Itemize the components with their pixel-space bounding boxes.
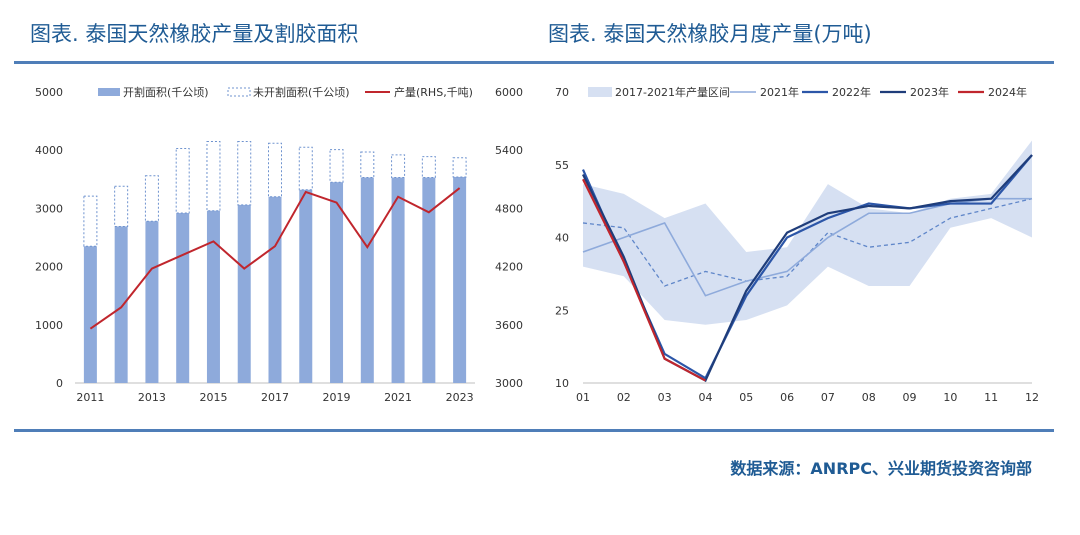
right-y-tick-label: 3000 bbox=[495, 377, 523, 390]
y-tick-label: 70 bbox=[555, 86, 569, 99]
x-tick-label: 2023 bbox=[446, 391, 474, 404]
left-y-tick-label: 0 bbox=[56, 377, 63, 390]
series-2024-line bbox=[582, 178, 706, 382]
series-2022-line bbox=[581, 154, 1033, 380]
legend-label-production: 产量(RHS,千吨) bbox=[394, 85, 473, 99]
left-y-tick-label: 1000 bbox=[35, 319, 63, 332]
top-divider bbox=[14, 61, 1054, 64]
y-tick-label: 55 bbox=[555, 159, 569, 172]
x-tick-label: 2019 bbox=[323, 391, 351, 404]
legend-label-untapped: 未开割面积(千公顷) bbox=[253, 85, 350, 99]
untapped-area-bar bbox=[144, 175, 159, 222]
x-tick-label: 2021 bbox=[384, 391, 412, 404]
untapped-area-bar bbox=[452, 157, 467, 178]
x-tick-label: 08 bbox=[862, 391, 876, 404]
x-tick-label: 10 bbox=[943, 391, 957, 404]
x-tick-label: 02 bbox=[617, 391, 631, 404]
left-y-tick-label: 2000 bbox=[35, 261, 63, 274]
range-band-2017-2021 bbox=[583, 140, 1032, 325]
untapped-area-bar bbox=[83, 195, 98, 247]
legend-label-band: 2017-2021年产量区间 bbox=[615, 85, 730, 99]
x-tick-label: 2013 bbox=[138, 391, 166, 404]
untapped-area-bar bbox=[268, 142, 282, 198]
untapped-area-bar bbox=[329, 149, 344, 183]
right-chart: 10 25 40 55 70 01 02 03 04 05 06 07 08 09 10 11 12 2017-2… bbox=[540, 80, 1060, 420]
x-tick-label: 04 bbox=[698, 391, 712, 404]
untapped-area-bar bbox=[206, 140, 221, 212]
y-tick-label: 40 bbox=[555, 232, 569, 245]
monthly-production-chart: 10 25 40 55 70 01 02 03 04 05 06 07 08 09 10 11 12 2017-2… bbox=[555, 85, 1039, 404]
tapped-area-bar bbox=[114, 226, 128, 383]
legend-label-2023年: 2023年 bbox=[910, 85, 949, 99]
x-tick-label: 01 bbox=[576, 391, 590, 404]
legend-swatch-tapped bbox=[98, 88, 120, 96]
untapped-area-bar bbox=[421, 156, 436, 179]
tapped-area-bar bbox=[299, 189, 313, 383]
x-tick-label: 2017 bbox=[261, 391, 289, 404]
x-tick-label: 03 bbox=[658, 391, 672, 404]
tapped-area-bar bbox=[360, 177, 374, 383]
x-tick-label: 05 bbox=[739, 391, 753, 404]
legend-label-tapped: 开割面积(千公顷) bbox=[123, 85, 209, 99]
right-y-tick-label: 4200 bbox=[495, 261, 523, 274]
left-chart-title: 图表. 泰国天然橡胶产量及割胶面积 bbox=[30, 22, 359, 46]
untapped-area-bar bbox=[114, 185, 129, 227]
legend-label-2021年: 2021年 bbox=[760, 85, 799, 99]
tapped-area-bar bbox=[330, 182, 344, 383]
y-tick-label: 25 bbox=[555, 304, 569, 317]
legend-swatch-band bbox=[588, 87, 612, 97]
x-tick-label: 12 bbox=[1025, 391, 1039, 404]
legend-label-2024年: 2024年 bbox=[988, 85, 1027, 99]
area-production-chart: 0 1000 2000 3000 4000 5000 3000 3600 4200 4800 540… bbox=[35, 85, 523, 404]
x-tick-label: 11 bbox=[984, 391, 998, 404]
tapped-area-bar bbox=[83, 246, 97, 383]
untapped-area-bar bbox=[360, 151, 375, 179]
tapped-area-bar bbox=[453, 176, 467, 383]
right-y-tick-label: 3600 bbox=[495, 319, 523, 332]
right-y-tick-label: 4800 bbox=[495, 202, 523, 215]
x-tick-label: 2015 bbox=[199, 391, 227, 404]
left-chart: 0 1000 2000 3000 4000 5000 3000 3600 4200 4800 540… bbox=[20, 80, 540, 420]
legend-swatch-untapped bbox=[227, 87, 251, 97]
right-y-tick-label: 6000 bbox=[495, 86, 523, 99]
left-y-tick-label: 4000 bbox=[35, 144, 63, 157]
x-tick-label: 2011 bbox=[76, 391, 104, 404]
left-y-tick-label: 3000 bbox=[35, 202, 63, 215]
tapped-area-bar bbox=[268, 196, 282, 383]
right-y-tick-label: 5400 bbox=[495, 144, 523, 157]
production-line bbox=[89, 187, 461, 330]
tapped-area-bar bbox=[206, 210, 220, 383]
left-y-tick-label: 5000 bbox=[35, 86, 63, 99]
x-tick-label: 09 bbox=[903, 391, 917, 404]
tapped-area-bar bbox=[145, 221, 159, 383]
untapped-area-bar bbox=[298, 146, 313, 191]
untapped-area-bar bbox=[175, 147, 190, 214]
tapped-area-bar bbox=[237, 204, 251, 383]
bottom-divider bbox=[14, 429, 1054, 432]
y-tick-label: 10 bbox=[555, 377, 569, 390]
untapped-area-bar bbox=[391, 154, 406, 179]
tapped-area-bar bbox=[391, 177, 405, 383]
tapped-area-bar bbox=[422, 177, 436, 383]
untapped-area-bar bbox=[237, 140, 252, 206]
tapped-area-bar bbox=[176, 213, 190, 383]
x-tick-label: 07 bbox=[821, 391, 835, 404]
right-chart-title: 图表. 泰国天然橡胶月度产量(万吨) bbox=[548, 22, 872, 46]
legend-label-2022年: 2022年 bbox=[832, 85, 871, 99]
data-source-note: 数据来源：ANRPC、兴业期货投资咨询部 bbox=[730, 459, 1032, 478]
x-tick-label: 06 bbox=[780, 391, 794, 404]
